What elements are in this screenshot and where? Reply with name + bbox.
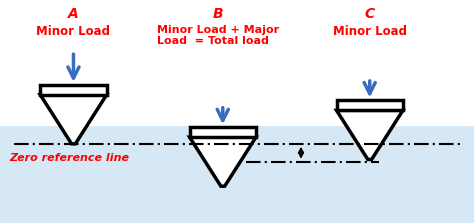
Bar (190, 127, 256, 137)
Bar (40, 85, 107, 95)
Polygon shape (190, 137, 256, 186)
Polygon shape (337, 110, 403, 159)
Bar (0, 126, 474, 223)
Text: Minor Load: Minor Load (333, 25, 407, 37)
Text: C: C (365, 7, 375, 21)
Text: B: B (213, 7, 223, 21)
Bar (337, 100, 403, 110)
Text: Zero reference line: Zero reference line (9, 153, 129, 163)
Text: Minor Load + Major
Load  = Total load: Minor Load + Major Load = Total load (157, 25, 279, 46)
Text: A: A (68, 7, 79, 21)
Polygon shape (40, 95, 107, 144)
Text: Minor Load: Minor Load (36, 25, 110, 37)
